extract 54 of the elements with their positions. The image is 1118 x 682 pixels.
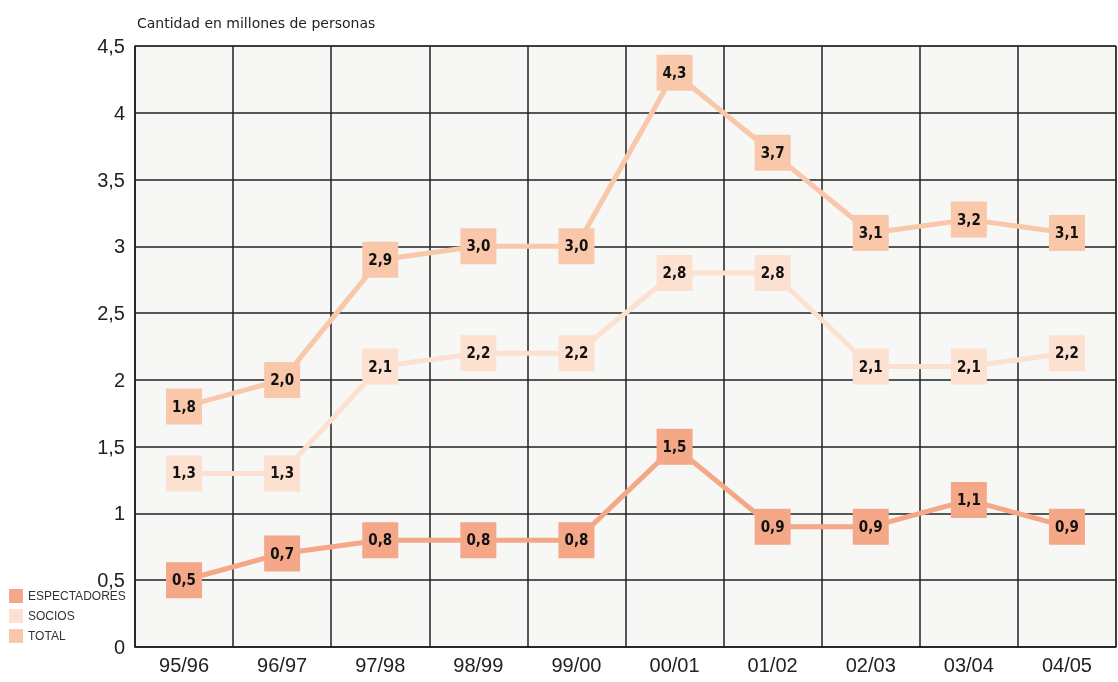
data-label: 1,3 xyxy=(270,464,295,483)
y-tick-label: 2 xyxy=(113,368,125,391)
data-label: 2,8 xyxy=(760,264,785,283)
data-label: 0,9 xyxy=(858,517,883,536)
data-label: 2,1 xyxy=(368,357,393,376)
y-tick-label: 4 xyxy=(113,101,125,124)
data-label: 1,1 xyxy=(956,491,981,510)
data-label: 2,9 xyxy=(368,250,393,269)
legend-label: ESPECTADORES xyxy=(28,589,126,603)
y-axis-title: Cantidad en millones de personas xyxy=(137,15,376,31)
x-tick-label: 00/01 xyxy=(649,654,700,676)
x-tick-label: 03/04 xyxy=(943,654,994,676)
data-label: 2,8 xyxy=(662,264,687,283)
x-tick-label: 98/99 xyxy=(453,654,504,676)
data-label: 3,1 xyxy=(858,223,883,242)
data-label: 0,9 xyxy=(1055,517,1079,536)
data-label: 0,8 xyxy=(368,531,393,550)
y-tick-label: 3 xyxy=(113,235,125,258)
x-tick-label: 02/03 xyxy=(845,654,896,676)
data-label: 1,5 xyxy=(662,437,687,456)
x-tick-label: 97/98 xyxy=(355,654,406,676)
data-label: 3,0 xyxy=(466,237,491,256)
data-label: 2,2 xyxy=(564,344,589,363)
legend-label: TOTAL xyxy=(28,629,66,643)
x-tick-label: 04/05 xyxy=(1041,654,1092,676)
data-label: 2,2 xyxy=(466,344,491,363)
data-label: 3,7 xyxy=(760,143,785,162)
data-label: 0,5 xyxy=(172,571,196,590)
data-label: 2,2 xyxy=(1055,344,1079,363)
y-tick-label: 0,5 xyxy=(97,569,125,592)
y-tick-label: 0 xyxy=(113,636,125,658)
data-label: 2,1 xyxy=(858,357,883,376)
data-label: 3,0 xyxy=(564,237,589,256)
y-tick-label: 1,5 xyxy=(97,435,125,458)
x-tick-label: 99/00 xyxy=(551,654,602,676)
x-tick-label: 01/02 xyxy=(747,654,798,676)
data-label: 0,7 xyxy=(270,544,295,563)
y-tick-label: 1 xyxy=(113,502,125,525)
data-label: 0,9 xyxy=(760,517,785,536)
data-label: 4,3 xyxy=(662,63,687,82)
data-label: 3,1 xyxy=(1055,223,1079,242)
data-label: 2,0 xyxy=(270,370,295,389)
legend-label: SOCIOS xyxy=(28,609,75,623)
data-label: 0,8 xyxy=(466,531,491,550)
y-tick-label: 4,5 xyxy=(97,35,125,57)
x-tick-label: 95/96 xyxy=(159,654,210,676)
y-tick-label: 2,5 xyxy=(97,302,125,325)
data-label: 1,8 xyxy=(172,397,196,416)
data-label: 3,2 xyxy=(956,210,981,229)
x-tick-label: 96/97 xyxy=(257,654,308,676)
data-label: 0,8 xyxy=(564,531,589,550)
data-label: 1,3 xyxy=(172,464,196,483)
y-tick-label: 3,5 xyxy=(97,168,125,191)
data-label: 2,1 xyxy=(956,357,981,376)
